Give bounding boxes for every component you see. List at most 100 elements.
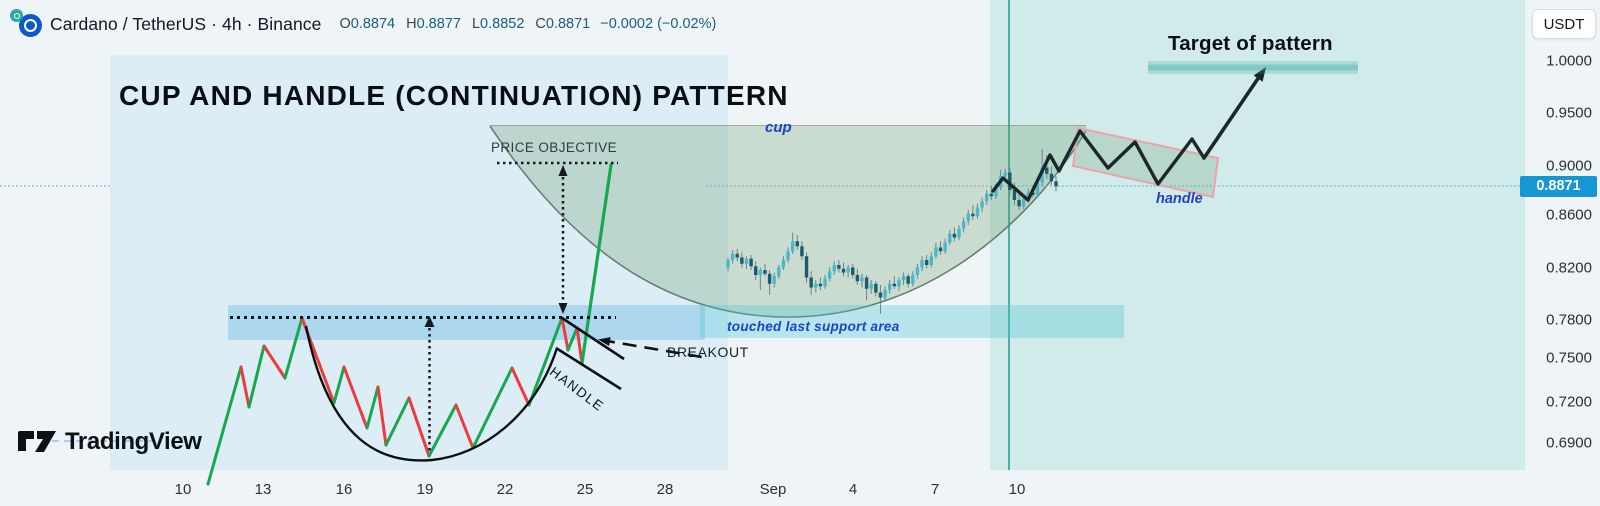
candle-body [781, 260, 786, 268]
candle-body [1049, 173, 1054, 182]
candle-body [790, 241, 795, 252]
candle-body [985, 193, 989, 202]
candle-body [883, 290, 887, 298]
close-value: 0.8871 [545, 16, 591, 32]
candle-body [1012, 190, 1017, 200]
diagram-zigzag-segment[interactable] [407, 396, 431, 458]
currency-toggle-button[interactable]: USDT [1532, 9, 1596, 39]
candle-body [800, 246, 804, 257]
candle-body [929, 256, 933, 265]
price-objective-label[interactable]: PRICE OBJECTIVE [491, 140, 618, 155]
candle-body [975, 207, 980, 217]
support-area-band[interactable] [700, 305, 1124, 338]
diagram-zigzag-segment[interactable] [471, 366, 514, 450]
symbol-title[interactable]: Cardano / TetherUS · 4h · Binance [50, 13, 322, 34]
diagram-zigzag-segment[interactable] [239, 365, 251, 409]
diagram-zigzag-segment[interactable] [454, 403, 475, 450]
candle-body [1054, 181, 1058, 187]
diagram-handle-lower-line[interactable] [555, 346, 622, 391]
candle-body [957, 228, 961, 238]
candle-body [897, 280, 901, 287]
candle-body [934, 247, 938, 257]
diagram-zigzag-segment[interactable] [560, 316, 570, 352]
low-label: L [471, 16, 481, 32]
support-area-label[interactable]: touched last support area [727, 319, 900, 334]
tradingview-logo-icon [18, 431, 56, 452]
diagram-zigzag-segment[interactable] [566, 326, 579, 352]
cup-arc-curve[interactable] [489, 125, 1087, 318]
diagram-zigzag-segment[interactable] [427, 403, 458, 458]
candle-body [1035, 182, 1040, 195]
handle-label[interactable]: handle [1156, 191, 1203, 207]
candle-body [892, 283, 897, 287]
breakout-rally-line[interactable] [580, 163, 613, 365]
candle-body [841, 268, 846, 273]
open-value: 0.8874 [350, 16, 396, 32]
price-axis-tick: 0.7500 [1546, 349, 1592, 367]
projection-zigzag-line[interactable] [991, 129, 1206, 202]
candle-body [869, 283, 873, 289]
candle-body [809, 277, 813, 288]
candle-body [772, 276, 776, 284]
cup-shape-fill[interactable] [490, 125, 1086, 318]
candle-body [855, 275, 860, 282]
breakout-label[interactable]: BREAKOUT [667, 344, 749, 360]
target-arrow-line[interactable] [1202, 75, 1261, 160]
candle-body [744, 258, 749, 264]
tradingview-wordmark: TradingView [65, 428, 202, 455]
candle-body [851, 267, 855, 275]
target-of-pattern-label[interactable]: Target of pattern [1168, 32, 1333, 55]
diagram-zigzag-segment[interactable] [332, 365, 346, 405]
price-change: −0.0002 (−0.02%) [600, 16, 717, 32]
price-axis-tick: 0.9500 [1546, 104, 1592, 122]
diagram-zigzag-segment[interactable] [527, 316, 564, 407]
diagram-zigzag-segment[interactable] [247, 344, 266, 409]
pattern-diagram-panel[interactable] [110, 55, 728, 470]
diagram-zigzag-segment[interactable] [262, 344, 287, 380]
diagram-zigzag-segment[interactable] [283, 316, 304, 380]
breakout-arrowhead-icon [598, 337, 611, 346]
tradingview-watermark[interactable]: TradingView [18, 428, 202, 456]
target-zone-band[interactable] [1148, 61, 1358, 74]
candle-body [906, 276, 910, 284]
diagram-zigzag-segment[interactable] [342, 365, 369, 430]
candle-body [740, 257, 744, 264]
diagram-zigzag-segment[interactable] [365, 385, 380, 430]
candle-body [777, 267, 781, 277]
symbol-logo[interactable] [8, 9, 42, 39]
candle-body [920, 260, 924, 268]
candle-body [860, 277, 864, 282]
breakout-dashed-arrow[interactable] [600, 338, 703, 359]
candle-body [763, 270, 767, 274]
price-axis-tick: 0.7800 [1546, 311, 1592, 329]
candle-body [1040, 167, 1044, 183]
candle-body [1021, 198, 1026, 207]
candle-body [832, 265, 836, 272]
high-value: 0.8877 [416, 16, 461, 32]
candle-body [823, 278, 827, 287]
diagram-zigzag-segment[interactable] [510, 366, 531, 407]
diagram-cup-arc[interactable] [304, 325, 559, 462]
candle-body [952, 233, 957, 238]
diagram-zigzag-segment[interactable] [384, 396, 411, 447]
cup-label[interactable]: cup [765, 119, 792, 136]
diagram-zigzag-segment[interactable] [376, 385, 388, 447]
candle-body [948, 233, 952, 243]
diagram-zigzag-segment[interactable] [575, 326, 584, 365]
candle-body [827, 271, 832, 279]
diagram-handle-upper-line[interactable] [561, 316, 625, 361]
time-axis-tick: 13 [254, 481, 272, 498]
pattern-diagram-title[interactable]: CUP AND HANDLE (CONTINUATION) PATTERN [119, 80, 789, 111]
candle-body [786, 251, 790, 260]
target-arrowhead-icon [1253, 67, 1266, 82]
candle-body [758, 270, 763, 275]
candle-body [966, 213, 970, 222]
candle-body [961, 221, 966, 229]
candle-body [888, 283, 892, 290]
candle-body [754, 266, 758, 275]
price-axis-tick: 0.9000 [1546, 157, 1592, 175]
open-label: O [339, 16, 351, 32]
diagram-zigzag-segment[interactable] [206, 365, 243, 486]
